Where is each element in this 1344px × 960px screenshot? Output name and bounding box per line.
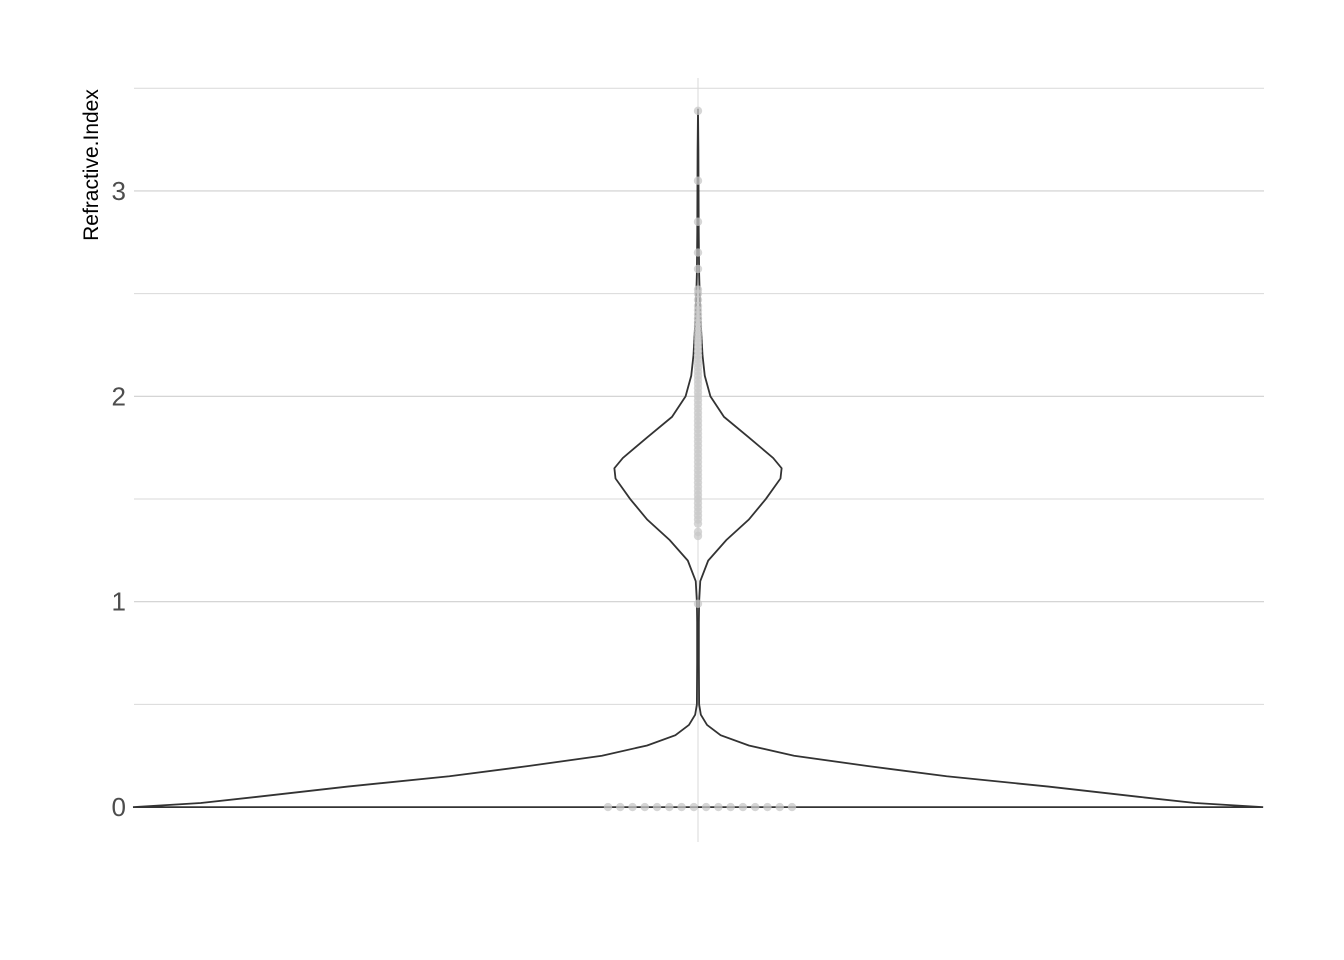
- y-tick-label-2: 2: [112, 381, 126, 411]
- y-tick-label-1: 1: [112, 587, 126, 617]
- data-point-13: [763, 802, 772, 812]
- y-axis-ticks: 0 1 2 3: [112, 176, 126, 822]
- data-point-0: [603, 802, 613, 812]
- y-tick-label-0: 0: [112, 792, 126, 822]
- data-point-6: [677, 802, 686, 812]
- data-point-8: [701, 802, 711, 812]
- data-point-16: [693, 599, 703, 608]
- data-point-2: [628, 802, 637, 812]
- data-point-79: [693, 176, 703, 185]
- data-point-73: [693, 295, 703, 305]
- data-point-78: [693, 217, 703, 226]
- data-point-3: [640, 802, 649, 812]
- data-point-1: [616, 802, 625, 812]
- data-point-9: [714, 802, 723, 812]
- data-point-18: [693, 527, 703, 537]
- data-point-75: [693, 285, 703, 294]
- data-point-77: [693, 248, 703, 257]
- data-points: [603, 106, 797, 812]
- violin-layer: [132, 108, 1264, 808]
- data-point-5: [665, 802, 674, 812]
- data-point-12: [751, 802, 760, 812]
- violin-outline: [132, 108, 1264, 808]
- y-axis-title: Refractive.Index: [80, 89, 103, 241]
- data-point-4: [652, 802, 662, 812]
- data-point-15: [787, 802, 797, 812]
- data-point-11: [738, 802, 748, 812]
- data-point-72: [693, 301, 703, 311]
- data-point-76: [693, 264, 703, 274]
- y-tick-label-3: 3: [112, 176, 126, 206]
- data-point-14: [775, 802, 784, 812]
- data-point-7: [689, 802, 699, 812]
- data-point-80: [693, 106, 703, 116]
- data-point-10: [726, 802, 735, 812]
